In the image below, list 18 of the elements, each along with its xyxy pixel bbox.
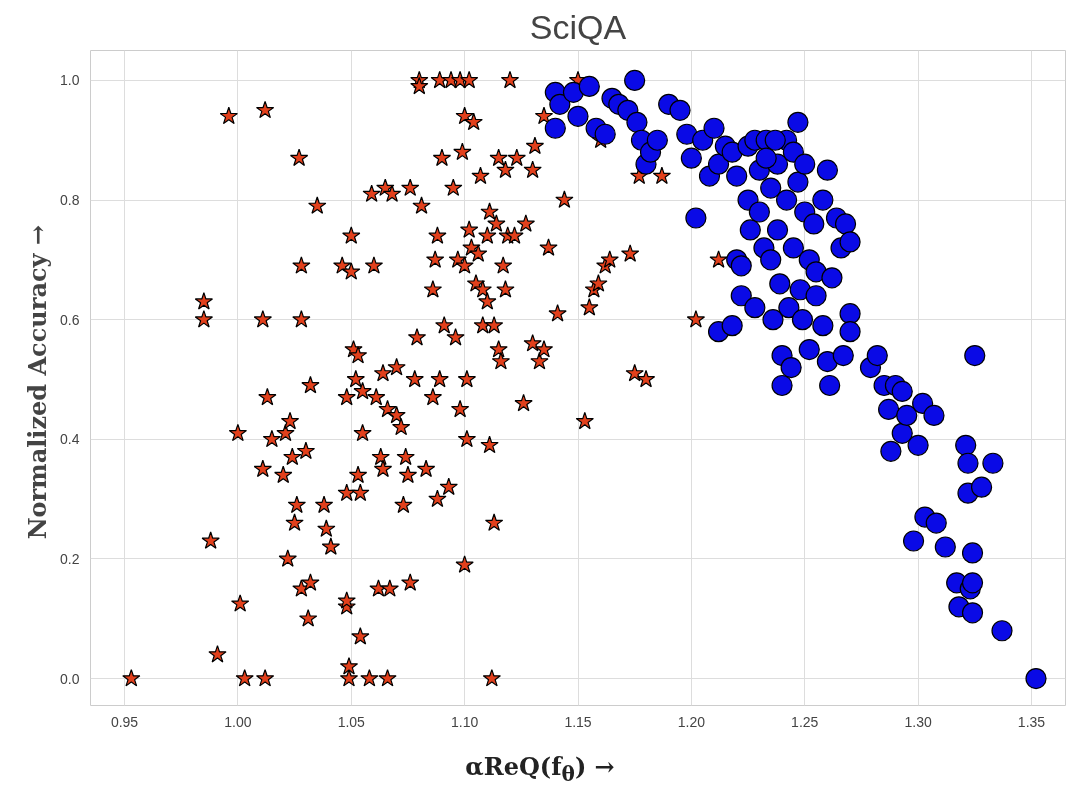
x-tick-label: 1.25	[791, 713, 819, 730]
x-axis-title: αReQ(f$_{θ}$) →	[464, 751, 616, 788]
y-tick-label: 1.0	[60, 72, 80, 89]
x-tick-label: 1.20	[677, 713, 706, 730]
x-tick-label: 1.35	[1017, 713, 1046, 730]
x-tick-label: 1.30	[904, 713, 932, 730]
y-tick-label: 0.4	[60, 431, 80, 448]
y-tick-label: 0.8	[60, 192, 80, 209]
x-tick-label: 1.00	[224, 713, 252, 730]
y-axis-title: Normalized Accuracy →	[23, 225, 53, 540]
x-tick-label: 1.15	[564, 713, 592, 730]
chart-title: SciQA	[529, 7, 627, 46]
x-tick-label: 1.10	[451, 713, 479, 730]
y-tick-label: 0.0	[60, 670, 80, 687]
y-tick-label: 0.6	[60, 311, 80, 328]
y-tick-label: 0.2	[60, 550, 80, 567]
x-tick-label: 0.95	[110, 713, 139, 730]
x-tick-label: 1.05	[337, 713, 366, 730]
